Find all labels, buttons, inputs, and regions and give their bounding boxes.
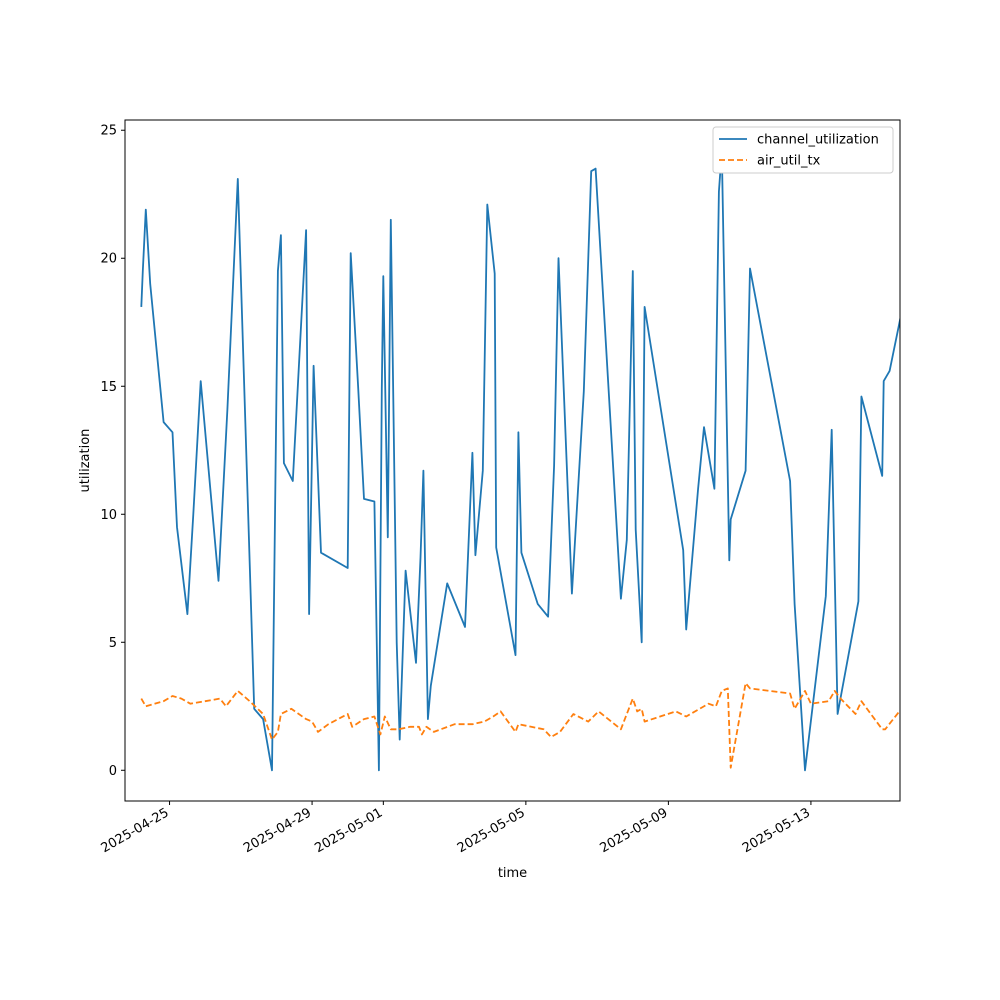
legend: channel_utilization air_util_tx	[712, 126, 894, 174]
y-tick-label: 15	[100, 380, 117, 395]
y-tick-label: 25	[100, 124, 117, 139]
legend-box	[712, 126, 894, 174]
legend-label-air-util-tx: air_util_tx	[757, 154, 821, 169]
y-tick-label: 20	[100, 252, 117, 267]
plot-area	[140, 149, 900, 772]
y-axis-label: utilization	[78, 429, 93, 493]
x-axis-label: time	[498, 866, 527, 881]
y-tick-label: 0	[109, 764, 117, 779]
axes-frame	[124, 119, 901, 802]
y-axis: 0 5 10 15 20 25	[100, 124, 125, 779]
y-tick-label: 5	[109, 636, 117, 651]
legend-label-channel-utilization: channel_utilization	[757, 133, 879, 148]
y-tick-label: 10	[100, 508, 117, 523]
series-line-air-util-tx	[140, 682, 900, 769]
series-line-channel-utilization	[140, 149, 900, 772]
